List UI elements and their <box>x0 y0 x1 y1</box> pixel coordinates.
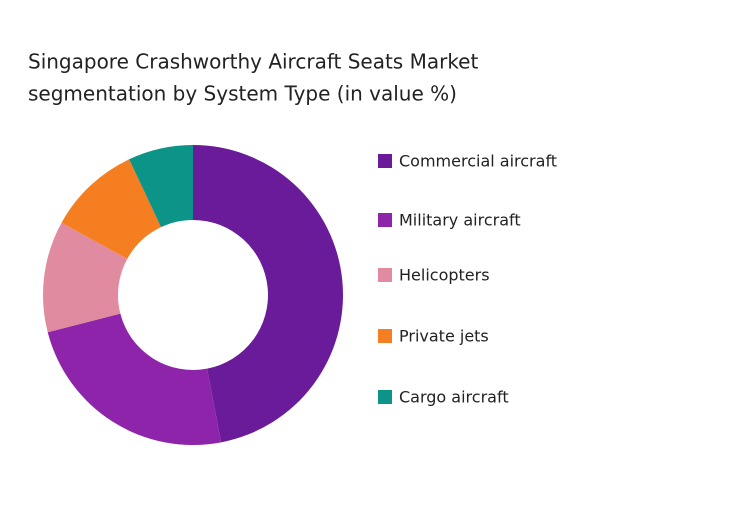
donut-slice <box>43 222 128 333</box>
legend-swatch <box>378 213 392 227</box>
legend-label: Military aircraft <box>399 211 521 230</box>
legend-swatch <box>378 329 392 343</box>
donut-slice <box>47 313 222 445</box>
legend-swatch <box>378 268 392 282</box>
donut-slice <box>193 145 343 443</box>
chart-title: Singapore Crashworthy Aircraft Seats Mar… <box>28 50 478 74</box>
legend-swatch <box>378 390 392 404</box>
legend-label: Private jets <box>399 327 489 346</box>
legend-label: Cargo aircraft <box>399 388 509 407</box>
legend-swatch <box>378 154 392 168</box>
legend-label: Helicopters <box>399 266 490 285</box>
legend-label: Commercial aircraft <box>399 152 557 171</box>
donut-slice <box>61 159 162 259</box>
chart-subtitle: segmentation by System Type (in value %) <box>28 82 457 106</box>
donut-slice <box>129 145 193 228</box>
